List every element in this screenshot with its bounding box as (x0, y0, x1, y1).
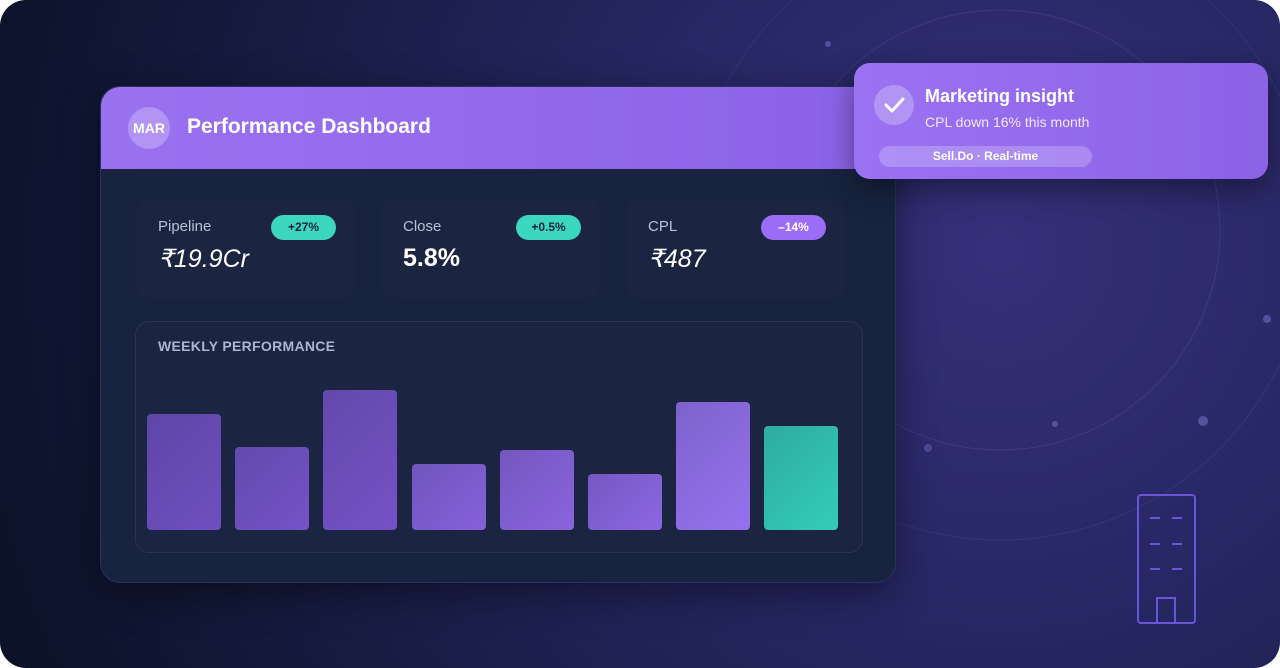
bar (235, 447, 310, 530)
kpi-label: CPL (648, 218, 678, 235)
chart-title: WEEKLY PERFORMANCE (158, 338, 336, 354)
bar (411, 464, 486, 530)
bar (764, 426, 839, 530)
dashboard-header: MAR Performance Dashboard (101, 87, 895, 169)
chart-panel: WEEKLY PERFORMANCE (135, 321, 863, 553)
kpi-badge: +0.5% (516, 215, 581, 240)
bar (147, 414, 221, 530)
avatar: MAR (128, 107, 170, 149)
notification-title: Marketing insight (925, 86, 1075, 106)
bar (323, 390, 398, 530)
kpi-label: Close (403, 218, 442, 235)
check-icon (874, 85, 914, 125)
dashboard-title: Performance Dashboard (187, 115, 431, 138)
dashboard-card: MAR Performance Dashboard WEEKLY PERFORM… (100, 86, 896, 583)
kpi-card: Close 5.8% +0.5% (382, 199, 600, 298)
kpi-badge: +27% (271, 215, 336, 240)
notification-tag: Sell.Do · Real-time (879, 146, 1092, 167)
kpi-card: Pipeline ₹19.9Cr +27% (137, 199, 355, 298)
kpi-value: 5.8% (403, 244, 460, 272)
bar (676, 402, 751, 530)
kpi-value: ₹19.9Cr (158, 245, 249, 273)
notification-body: CPL down 16% this month (925, 114, 1090, 130)
bar (499, 450, 574, 530)
notification[interactable]: Marketing insight CPL down 16% this mont… (854, 63, 1268, 179)
kpi-card: CPL ₹487 –14% (627, 199, 845, 298)
kpi-label: Pipeline (158, 218, 212, 235)
kpi-value: ₹487 (648, 245, 706, 273)
bar (588, 474, 662, 530)
kpi-badge: –14% (761, 215, 826, 240)
